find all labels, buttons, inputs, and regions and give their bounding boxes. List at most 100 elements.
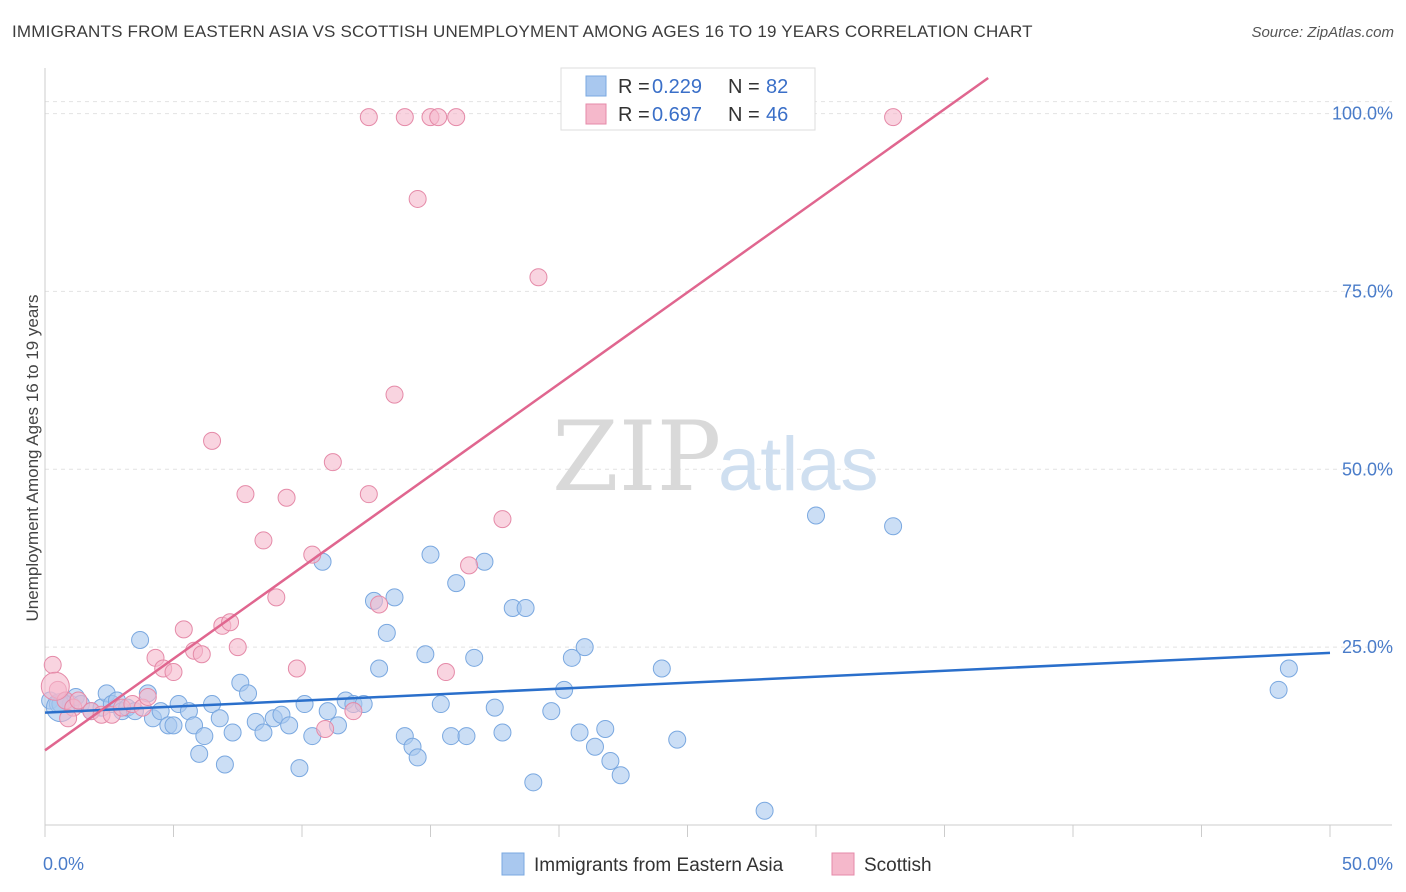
scottish-point-30 — [344, 702, 363, 721]
eastern-asia-point-73 — [611, 766, 630, 785]
legend-n-value-1: 82 — [766, 76, 788, 98]
eastern-asia-point-72 — [601, 751, 620, 770]
scottish-point-40 — [493, 510, 512, 529]
eastern-asia-point-23 — [190, 744, 209, 763]
eastern-asia-point-48 — [385, 588, 404, 607]
eastern-asia-point-64 — [524, 773, 543, 792]
scottish-point-31 — [359, 485, 378, 504]
eastern-asia-point-27 — [215, 755, 234, 774]
scottish-point-41 — [529, 268, 548, 287]
scottish-point-35 — [408, 189, 427, 208]
trend-lines — [44, 76, 1331, 752]
x-tick-label-1: 50.0% — [1342, 854, 1393, 874]
eastern-asia-point-14 — [131, 631, 150, 650]
eastern-asia-point-54 — [431, 695, 450, 714]
eastern-asia-point-58 — [465, 648, 484, 667]
eastern-asia-point-47 — [377, 623, 396, 642]
scottish-point-42 — [59, 709, 78, 728]
trend-line-eastern-asia — [44, 651, 1331, 714]
scottish-point-24 — [267, 588, 286, 607]
eastern-asia-point-55 — [442, 727, 461, 746]
eastern-asia-point-51 — [408, 748, 427, 767]
eastern-asia-point-26 — [210, 709, 229, 728]
eastern-asia-point-24 — [195, 727, 214, 746]
legend-n-label-2: N = — [728, 104, 760, 126]
legend-box: R = 0.229 N = 82 R = 0.697 N = 46 — [560, 67, 816, 131]
scottish-point-37 — [429, 108, 448, 127]
watermark: ZIP atlas — [552, 401, 879, 513]
eastern-asia-point-46 — [370, 659, 389, 678]
eastern-asia-point-36 — [290, 759, 309, 778]
scottish-point-44 — [447, 108, 466, 127]
eastern-asia-point-40 — [318, 702, 337, 721]
scottish-point-11 — [138, 687, 157, 706]
legend-swatch-blue — [585, 75, 607, 97]
eastern-asia-point-30 — [239, 684, 258, 703]
scottish-point-23 — [254, 531, 273, 550]
scottish-point-20 — [221, 613, 240, 632]
eastern-asia-point-78 — [884, 517, 903, 536]
eastern-asia-point-70 — [585, 737, 604, 756]
eastern-asia-point-19 — [164, 716, 183, 735]
bottom-legend-swatch-blue — [501, 852, 525, 876]
watermark-zip: ZIP — [552, 401, 721, 513]
legend-r-value-1: 0.229 — [652, 76, 702, 98]
eastern-asia-point-79 — [1269, 680, 1288, 699]
eastern-asia-point-35 — [280, 716, 299, 735]
legend-n-value-2: 46 — [766, 104, 788, 126]
eastern-asia-point-53 — [421, 545, 440, 564]
eastern-asia-point-52 — [416, 645, 435, 664]
chart-title: IMMIGRANTS FROM EASTERN ASIA VS SCOTTISH… — [12, 22, 1033, 41]
scottish-point-34 — [395, 108, 414, 127]
scottish-point-4 — [69, 691, 88, 710]
eastern-asia-point-28 — [223, 723, 242, 742]
scottish-point-39 — [460, 556, 479, 575]
watermark-atlas: atlas — [718, 422, 879, 507]
eastern-asia-point-67 — [562, 648, 581, 667]
eastern-asia-point-74 — [652, 659, 671, 678]
scottish-point-21 — [228, 638, 247, 657]
eastern-asia-point-32 — [254, 723, 273, 742]
scottish-point-0 — [43, 655, 62, 674]
scottish-point-18 — [203, 431, 222, 450]
legend-swatch-pink — [585, 103, 607, 125]
tick-labels: 25.0% 50.0% 75.0% 100.0% 0.0% 50.0% — [43, 104, 1393, 874]
eastern-asia-point-37 — [295, 695, 314, 714]
scottish-point-45 — [884, 108, 903, 127]
eastern-asia-point-77 — [807, 506, 825, 525]
legend-r-label-1: R = — [618, 76, 650, 98]
trend-line-scottish — [44, 76, 989, 752]
eastern-asia-point-76 — [755, 801, 774, 820]
eastern-asia-point-80 — [1279, 659, 1298, 678]
scottish-point-15 — [174, 620, 193, 639]
scottish-cluster-point — [40, 671, 70, 701]
eastern-asia-point-71 — [596, 719, 615, 738]
eastern-asia-point-60 — [485, 698, 504, 717]
y-tick-label-2: 75.0% — [1342, 281, 1393, 301]
legend-n-label-1: N = — [728, 76, 760, 98]
scottish-point-33 — [385, 385, 404, 404]
bottom-legend-label-blue: Immigrants from Eastern Asia — [534, 855, 784, 876]
eastern-asia-point-65 — [542, 702, 561, 721]
scottish-point-25 — [277, 488, 296, 507]
eastern-asia-point-75 — [668, 730, 687, 749]
x-tick-label-0: 0.0% — [43, 854, 84, 874]
bottom-legend-swatch-pink — [831, 852, 855, 876]
eastern-asia-point-57 — [457, 727, 476, 746]
eastern-asia-point-69 — [575, 638, 594, 657]
y-tick-label-1: 50.0% — [1342, 459, 1393, 479]
legend-r-value-2: 0.697 — [652, 104, 702, 126]
eastern-asia-point-68 — [570, 723, 589, 742]
scottish-point-26 — [287, 659, 306, 678]
y-tick-label-0: 25.0% — [1342, 637, 1393, 657]
scottish-point-32 — [370, 595, 389, 614]
eastern-asia-point-59 — [475, 552, 494, 571]
scottish-point-38 — [436, 663, 455, 682]
scottish-point-22 — [236, 485, 255, 504]
eastern-asia-point-56 — [447, 574, 466, 593]
eastern-asia-point-63 — [516, 599, 535, 618]
scottish-point-28 — [316, 719, 335, 738]
gridlines — [45, 101, 1392, 648]
scottish-point-14 — [164, 663, 183, 682]
